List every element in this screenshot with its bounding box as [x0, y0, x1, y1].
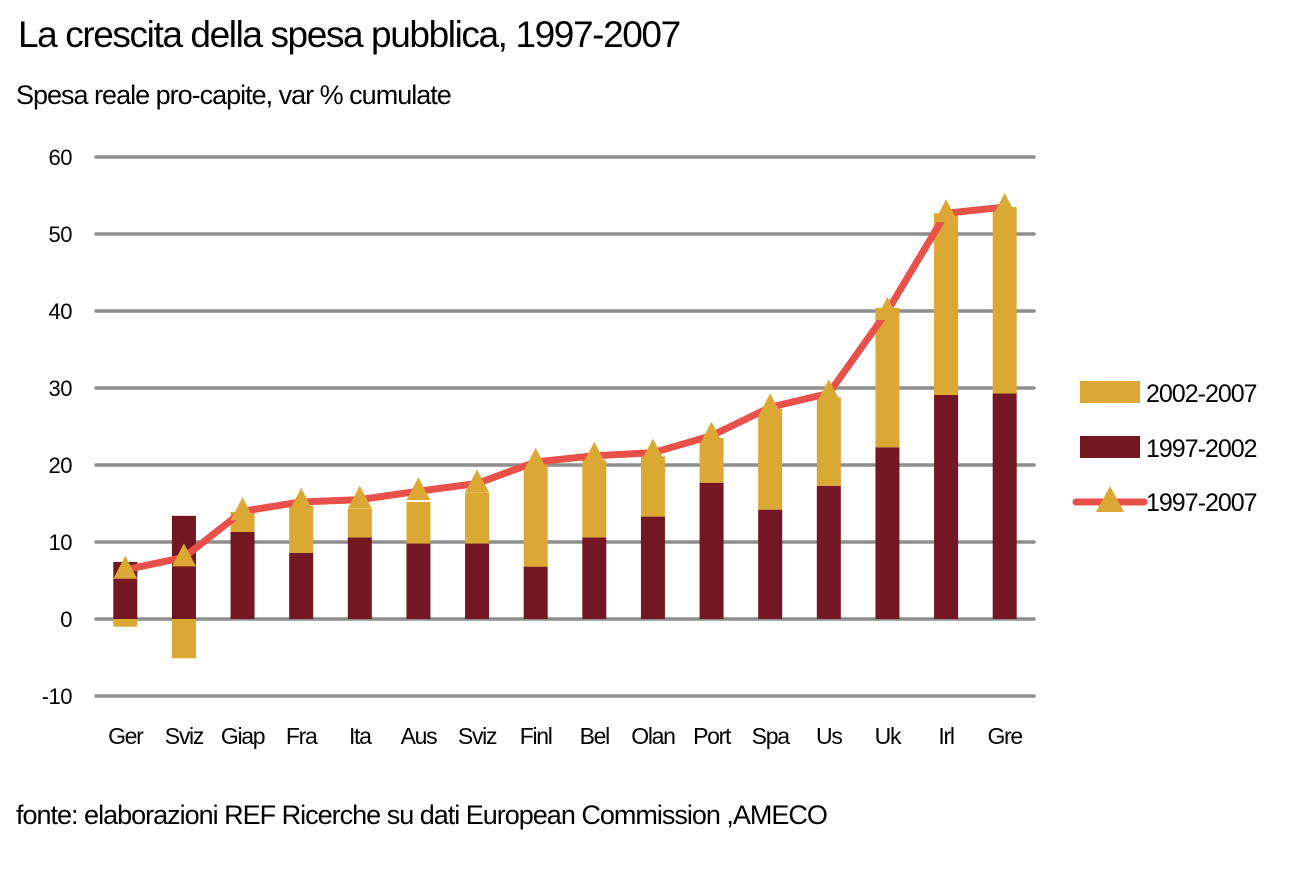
x-tick-label: Sviz: [458, 723, 497, 749]
bar-2002-2007: [406, 501, 431, 544]
chart-source: fonte: elaborazioni REF Ricerche su dati…: [16, 800, 828, 830]
x-tick-label: Fra: [286, 723, 318, 749]
bar-1997-2002: [640, 516, 665, 619]
bar-1997-2002: [992, 393, 1017, 619]
x-tick-label: Ger: [108, 723, 144, 749]
line-marker: [758, 393, 783, 417]
line-1997-2007: [121, 203, 1009, 574]
line-marker: [230, 497, 255, 521]
line-marker: [992, 193, 1017, 217]
bar-2002-2007: [465, 492, 490, 544]
bar-2002-2007: [875, 307, 900, 448]
bar-2002-2007: [523, 463, 548, 567]
y-tick-label: 50: [49, 222, 73, 247]
bar-2002-2007: [934, 213, 959, 395]
line-marker: [582, 441, 607, 465]
line-marker: [406, 477, 431, 501]
x-tick-label: Bel: [580, 723, 610, 749]
y-tick-label: 10: [49, 530, 73, 555]
line-marker: [816, 379, 841, 403]
x-tick-label: Giap: [221, 723, 265, 749]
line-marker: [523, 447, 548, 471]
y-axis-ticks: 60 50 40 30 20 10 0 -10: [42, 145, 73, 709]
bar-1997-2002: [582, 537, 607, 619]
bar-2002-2007: [816, 397, 841, 486]
x-tick-label: Finl: [520, 723, 552, 749]
y-tick-label: 0: [60, 607, 72, 632]
line-marker: [171, 543, 196, 567]
bar-2002-2007: [113, 619, 138, 627]
line-marker: [934, 199, 959, 223]
y-tick-label: 20: [49, 453, 73, 478]
bar-1997-2002: [171, 515, 196, 619]
x-axis-ticks: Ger Sviz Giap Fra Ita Aus Sviz Finl Bel Olan Port S…: [108, 723, 1024, 749]
x-tick-label: Irl: [938, 723, 953, 749]
y-tick-label: 30: [49, 376, 73, 401]
legend-label: 2002-2007: [1146, 380, 1257, 408]
bar-1997-2002: [523, 566, 548, 619]
x-tick-label: Port: [693, 723, 732, 749]
bar-1997-2002: [230, 531, 255, 619]
bar-2002-2007: [171, 619, 196, 659]
chart-title: La crescita della spesa pubblica, 1997-2…: [18, 14, 681, 55]
x-tick-label: Ita: [349, 723, 372, 749]
legend-label: 1997-2007: [1146, 489, 1257, 517]
bar-2002-2007: [640, 456, 665, 517]
line-marker: [289, 487, 314, 511]
legend-swatch-2002-2007: [1080, 381, 1140, 403]
bar-1997-2002: [934, 394, 959, 619]
legend-marker-1997-2007: [1096, 486, 1124, 512]
bar-1997-2002: [289, 552, 314, 619]
bar-1997-2002: [347, 537, 372, 619]
legend-swatch-1997-2002: [1080, 436, 1140, 458]
line-marker: [113, 555, 138, 579]
legend: 2002-2007 1997-2002 1997-2007: [1072, 380, 1258, 517]
line-marker: [875, 297, 900, 320]
bar-2002-2007: [347, 508, 372, 538]
chart-subtitle: Spesa reale pro-capite, var % cumulate: [16, 80, 452, 110]
bar-1997-2002: [406, 543, 431, 619]
x-tick-label: Gre: [987, 723, 1022, 749]
line-marker: [347, 485, 372, 509]
line-marker: [465, 469, 490, 493]
bar-1997-2002: [816, 485, 841, 619]
line-marker: [699, 421, 724, 445]
bar-2002-2007: [699, 438, 724, 483]
bar-1997-2002: [465, 543, 490, 619]
y-tick-label: 40: [49, 299, 73, 324]
y-tick-label: 60: [49, 145, 73, 170]
x-tick-label: Sviz: [165, 723, 204, 749]
bar-1997-2002: [758, 509, 783, 619]
bar-2002-2007: [582, 460, 607, 538]
bar-1997-2002: [699, 482, 724, 619]
y-tick-label: -10: [42, 684, 73, 709]
x-tick-label: Uk: [875, 723, 902, 749]
line-series: [113, 193, 1017, 579]
bar-2002-2007: [992, 207, 1017, 394]
bars: [113, 207, 1017, 659]
line-marker: [640, 438, 665, 462]
bar-2002-2007: [758, 408, 783, 510]
x-tick-label: Olan: [631, 723, 675, 749]
x-tick-label: Spa: [752, 723, 791, 749]
x-tick-label: Us: [816, 723, 842, 749]
bar-1997-2002: [875, 447, 900, 619]
legend-label: 1997-2002: [1146, 435, 1257, 463]
bar-2002-2007: [289, 505, 314, 553]
x-tick-label: Aus: [401, 723, 438, 749]
